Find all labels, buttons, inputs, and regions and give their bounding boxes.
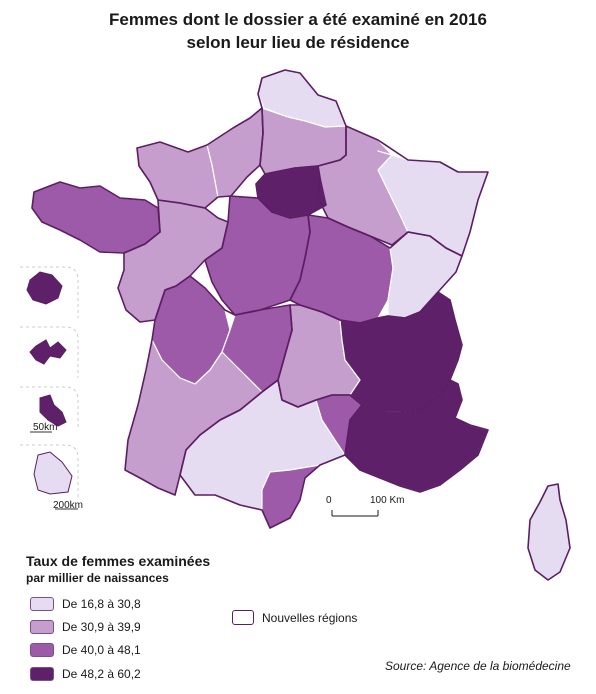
legend-swatch-class3	[30, 643, 54, 657]
inset-martinique	[29, 339, 67, 365]
region-border-normandie	[136, 107, 264, 209]
legend-swatch-regions	[232, 610, 254, 625]
legend-label-class4: De 48,2 à 60,2	[62, 667, 141, 681]
inset-frame-1	[20, 266, 79, 318]
legend-label-class2: De 30,9 à 39,9	[62, 620, 141, 634]
legend-new-regions: Nouvelles régions	[232, 610, 357, 625]
legend-label-regions: Nouvelles régions	[262, 610, 358, 625]
legend-title: Taux de femmes examinées	[26, 553, 211, 569]
legend-swatch-class4	[30, 667, 54, 681]
region-border-paca	[344, 379, 489, 493]
scale-label-end: 100 Km	[370, 495, 404, 506]
legend-subtitle: par millier de naissances	[26, 571, 169, 585]
area-basse-normandie	[136, 141, 219, 209]
scale-bar	[331, 510, 379, 517]
inset-frame-4	[20, 444, 79, 500]
inset-scale-label-large: 200km	[53, 500, 83, 511]
map-title-line2: selon leur lieu de résidence	[186, 33, 410, 52]
region-border-corse	[527, 483, 571, 581]
legend-item-class2: De 30,9 à 39,9	[30, 619, 141, 635]
inset-guyane	[39, 394, 67, 427]
legend-item-class4: De 48,2 à 60,2	[30, 666, 141, 682]
inset-frame-2	[20, 326, 79, 378]
inset-frame-3	[20, 386, 79, 430]
legend-swatch-class2	[30, 620, 54, 634]
inset-scale-label-small: 50km	[33, 422, 57, 433]
legend-swatch-class1	[30, 597, 54, 611]
area-bretagne	[31, 181, 161, 254]
inset-reunion	[33, 451, 73, 495]
legend-item-class1: De 16,8 à 30,8	[30, 596, 141, 612]
map-title-line1: Femmes dont le dossier a été examiné en …	[109, 10, 487, 29]
area-haute-normandie	[206, 107, 264, 198]
legend-item-class3: De 40,0 à 48,1	[30, 642, 141, 658]
legend-label-class3: De 40,0 à 48,1	[62, 643, 141, 657]
legend-label-class1: De 16,8 à 30,8	[62, 597, 141, 611]
scale-label-zero: 0	[326, 495, 332, 506]
source-note: Source: Agence de la biomédecine	[385, 659, 571, 673]
inset-guadeloupe	[26, 271, 63, 305]
